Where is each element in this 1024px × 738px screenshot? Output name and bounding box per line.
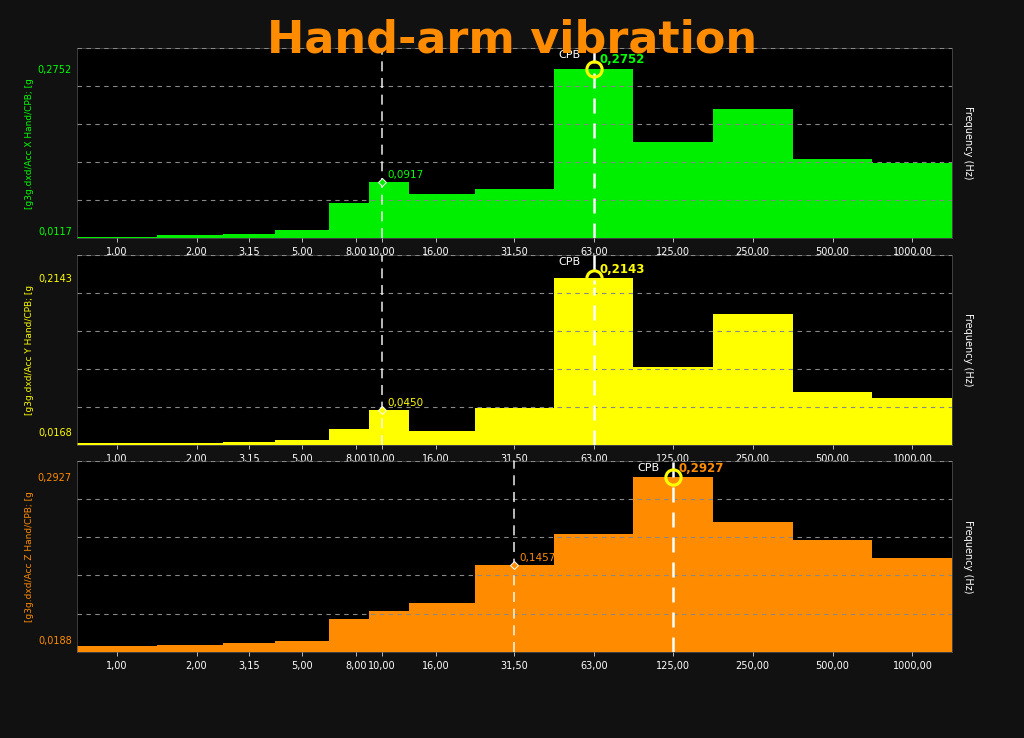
Text: 0,2143: 0,2143	[599, 263, 645, 275]
Text: 0,2927: 0,2927	[678, 462, 724, 475]
Text: 0,0450: 0,0450	[387, 398, 423, 408]
Y-axis label: [g3g.dxd/Acc Z Hand/CPB; [g: [g3g.dxd/Acc Z Hand/CPB; [g	[25, 491, 34, 622]
Text: CPB: CPB	[558, 257, 581, 266]
Y-axis label: [g3g.dxd/Acc X Hand/CPB; [g: [g3g.dxd/Acc X Hand/CPB; [g	[25, 77, 34, 209]
Text: Frequency (Hz): Frequency (Hz)	[963, 313, 973, 387]
Text: 0,1457: 0,1457	[519, 553, 556, 563]
Text: 0,2752: 0,2752	[599, 53, 645, 66]
Text: Frequency (Hz): Frequency (Hz)	[963, 520, 973, 593]
Text: CPB: CPB	[558, 50, 581, 60]
Text: 0,0917: 0,0917	[387, 170, 424, 180]
Text: Frequency (Hz): Frequency (Hz)	[963, 106, 973, 180]
Text: CPB: CPB	[638, 463, 659, 473]
Text: Hand-arm vibration: Hand-arm vibration	[267, 18, 757, 61]
Y-axis label: [g3g.dxd/Acc Y Hand/CPB; [g: [g3g.dxd/Acc Y Hand/CPB; [g	[25, 285, 34, 415]
